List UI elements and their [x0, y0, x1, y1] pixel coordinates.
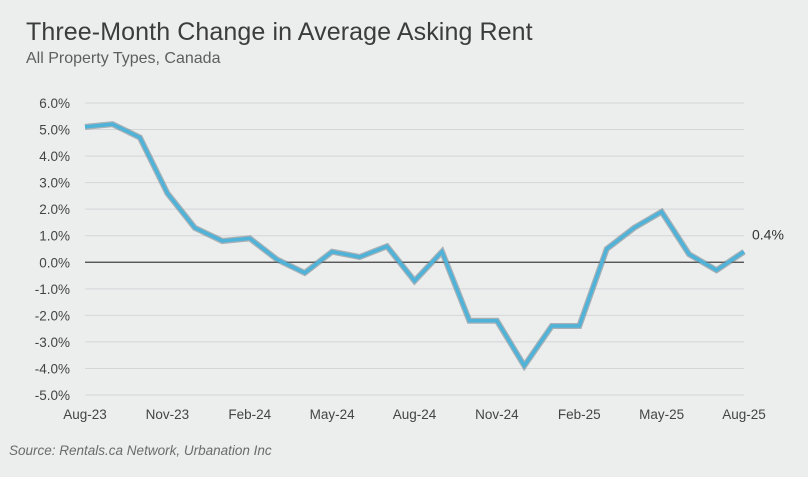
end-value-label: 0.4% — [752, 227, 784, 243]
x-tick-label: Aug-25 — [722, 407, 766, 422]
y-tick-label: 6.0% — [39, 96, 70, 111]
y-tick-label: 2.0% — [39, 202, 70, 217]
x-tick-label: May-25 — [639, 407, 684, 422]
y-tick-label: 0.0% — [39, 255, 70, 270]
y-tick-label: -5.0% — [35, 388, 70, 403]
y-tick-label: 4.0% — [39, 149, 70, 164]
x-tick-label: Nov-23 — [146, 407, 190, 422]
y-tick-label: -4.0% — [35, 361, 70, 376]
y-tick-label: 5.0% — [39, 123, 70, 138]
x-tick-label: Aug-23 — [63, 407, 107, 422]
x-tick-label: May-24 — [310, 407, 356, 422]
x-tick-label: Feb-24 — [228, 407, 271, 422]
x-tick-label: Feb-25 — [558, 407, 601, 422]
y-tick-label: -3.0% — [35, 335, 70, 350]
y-tick-label: -1.0% — [35, 282, 70, 297]
x-tick-label: Nov-24 — [475, 407, 519, 422]
chart-subtitle: All Property Types, Canada — [26, 50, 221, 67]
y-tick-label: 3.0% — [39, 176, 70, 191]
source-note: Source: Rentals.ca Network, Urbanation I… — [9, 443, 272, 458]
chart-title: Three-Month Change in Average Asking Ren… — [26, 18, 533, 46]
y-tick-label: 1.0% — [39, 229, 70, 244]
series-line — [84, 122, 745, 370]
y-tick-label: -2.0% — [35, 308, 70, 323]
x-tick-label: Aug-24 — [393, 407, 437, 422]
series-line-shadow — [84, 121, 746, 372]
